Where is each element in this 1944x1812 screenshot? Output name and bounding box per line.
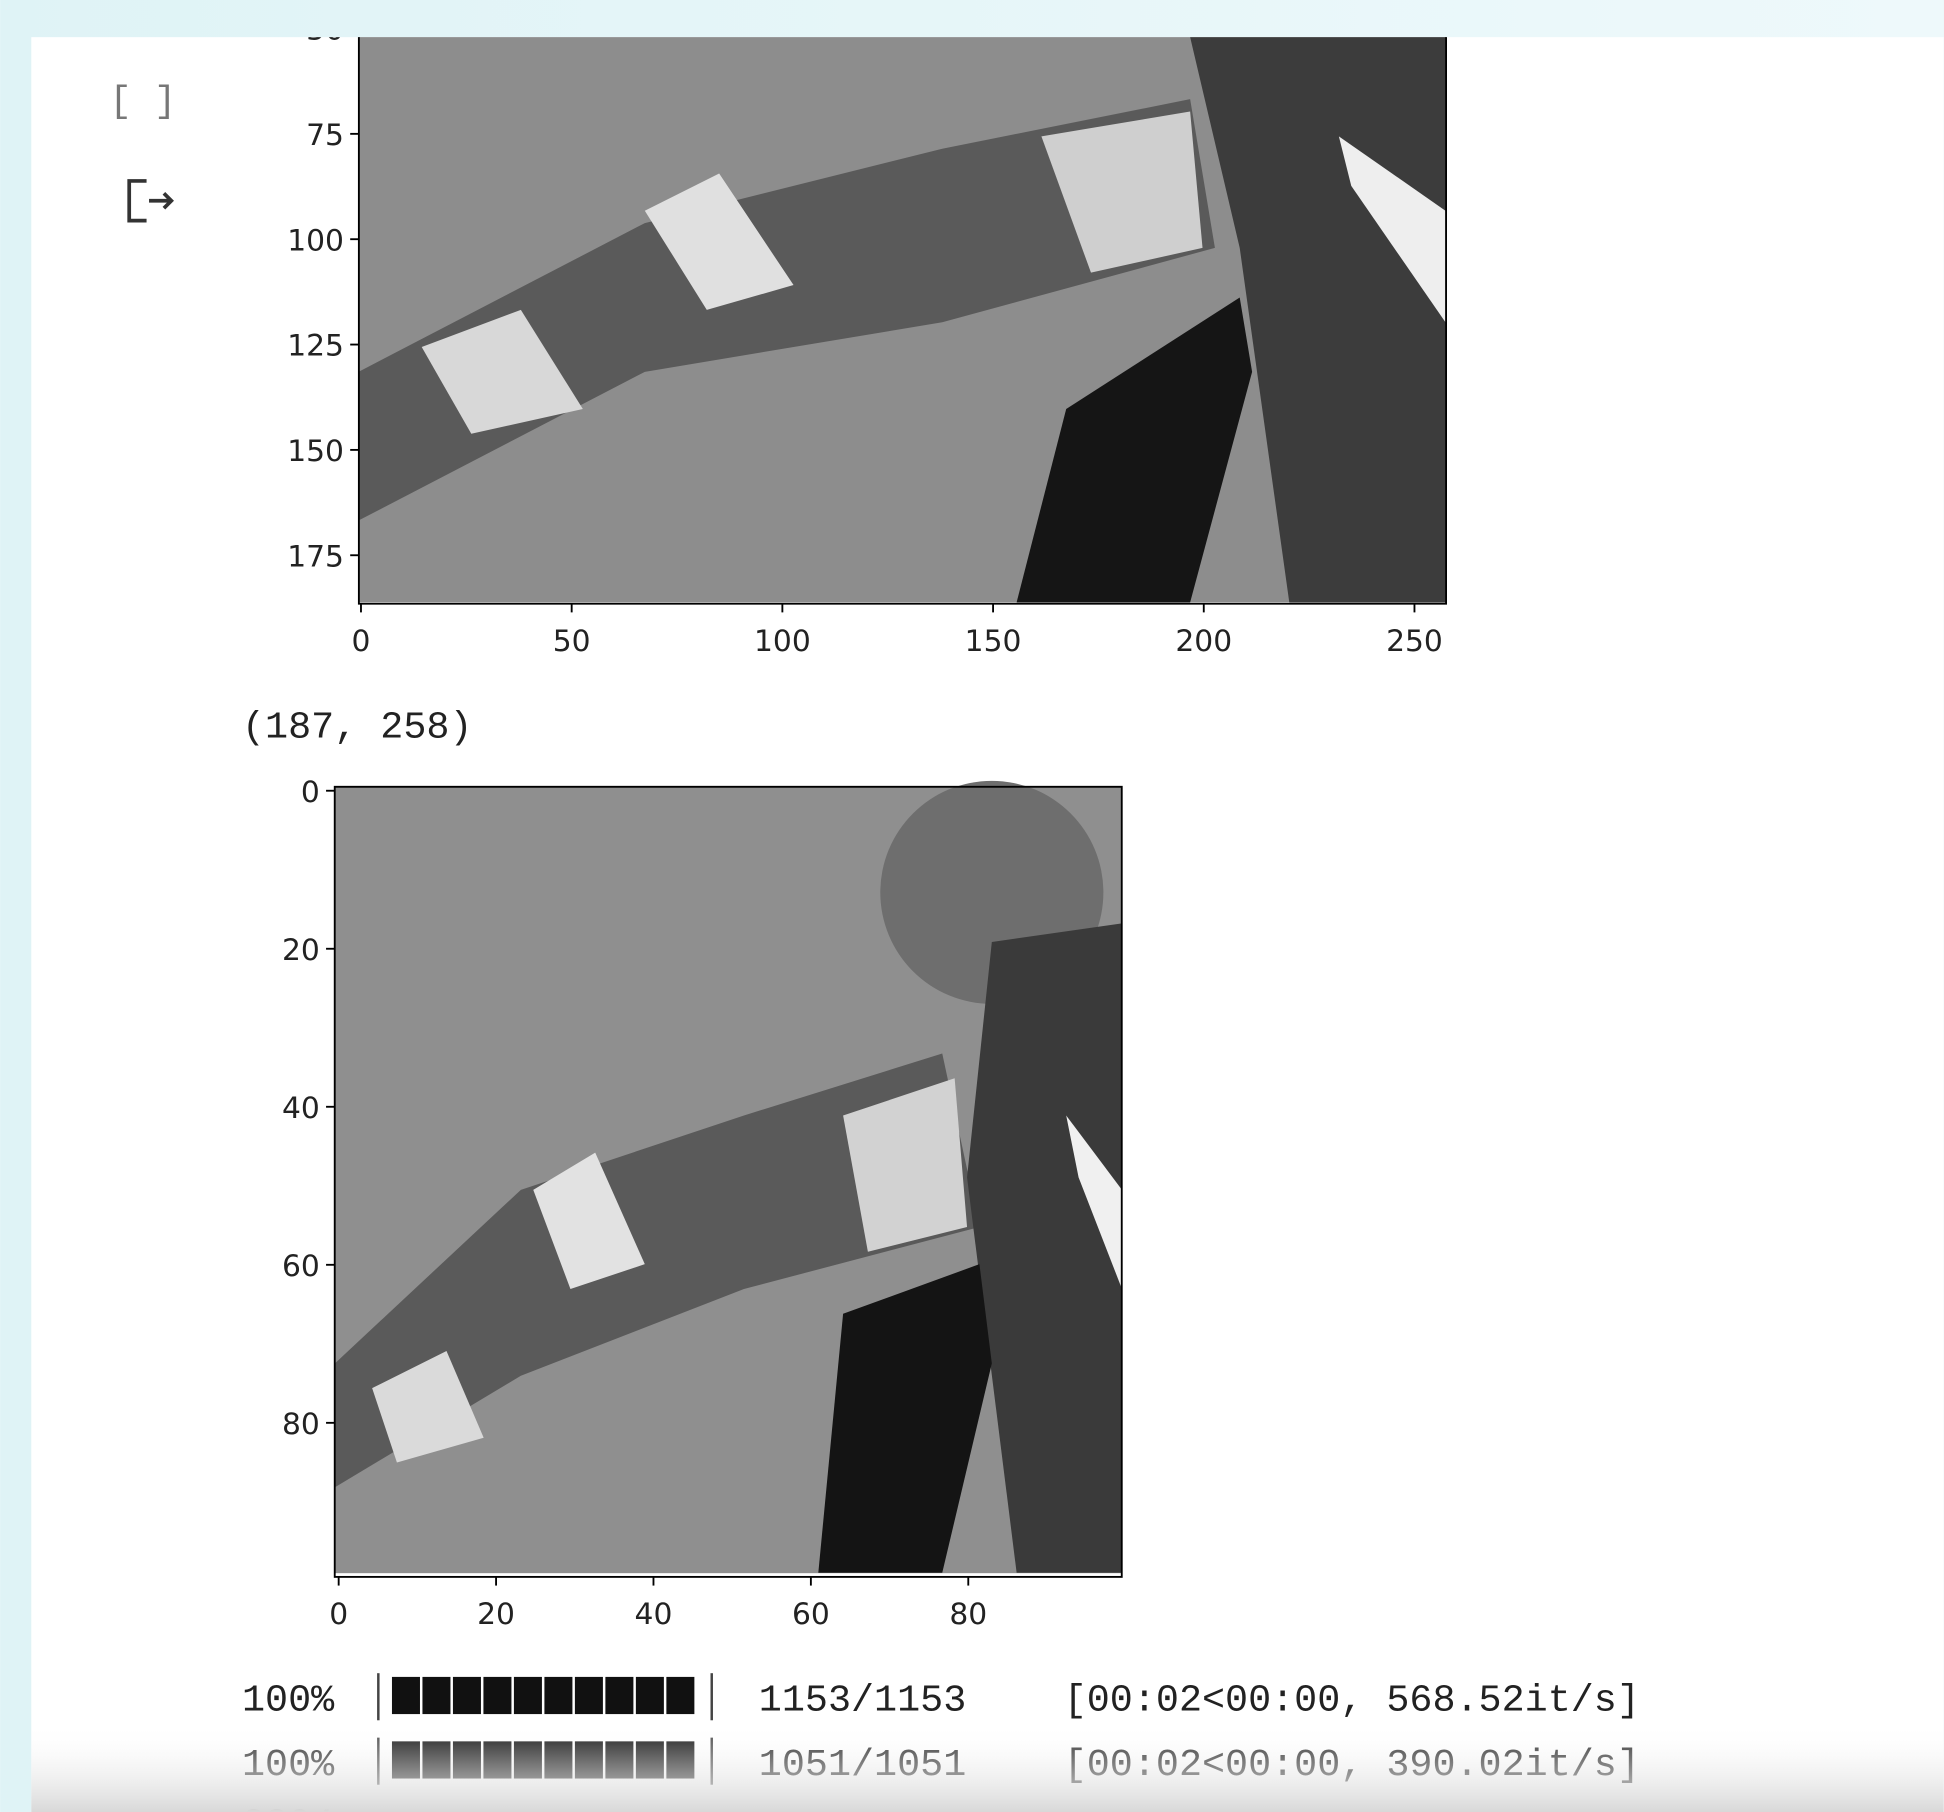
y-tick-label: 20: [282, 933, 320, 968]
bar-block: [666, 1676, 695, 1715]
x-tick-label: 40: [635, 1597, 673, 1632]
bar-block: [391, 1676, 420, 1715]
output-icon: [127, 179, 174, 223]
shape-text: (187, 258): [242, 705, 472, 749]
bar-block: [483, 1676, 512, 1715]
bar-block: [513, 1676, 542, 1715]
x-tick-label: 0: [329, 1597, 348, 1632]
y-tick-label: 40: [282, 1091, 320, 1126]
y-tick-label: 0: [301, 775, 320, 810]
x-tick-label: 250: [1386, 624, 1443, 659]
x-tick-label: 200: [1175, 624, 1232, 659]
x-tick-label: 100: [754, 624, 811, 659]
y-tick-label: 175: [287, 539, 344, 574]
bar-block: [452, 1676, 481, 1715]
bar-block: [605, 1676, 634, 1715]
x-tick-label: 80: [949, 1597, 987, 1632]
x-tick-label: 20: [477, 1597, 515, 1632]
bar-block: [422, 1676, 451, 1715]
y-tick-label: 75: [306, 118, 344, 153]
cell-prompt[interactable]: [ ]: [109, 82, 176, 124]
bar-block: [635, 1676, 664, 1715]
bottom-shadow: [31, 1722, 1944, 1812]
y-tick-label: 80: [282, 1407, 320, 1442]
image-2: [334, 780, 1122, 1574]
y-tick-label: 50: [306, 13, 344, 48]
progress-percent: 100%: [242, 1678, 335, 1722]
y-tick-label: 100: [287, 223, 344, 258]
y-tick-label: 150: [287, 434, 344, 469]
bar-block: [574, 1676, 603, 1715]
x-tick-label: 50: [553, 624, 591, 659]
progress-timing: [00:02<00:00, 568.52it/s]: [1064, 1678, 1640, 1722]
y-tick-label: 60: [282, 1249, 320, 1284]
bar-block: [544, 1676, 573, 1715]
progress-count: 1153/1153: [759, 1678, 966, 1722]
axes-frame: [357, 37, 1447, 605]
x-tick-label: 150: [965, 624, 1022, 659]
axes-frame: [333, 785, 1123, 1578]
x-tick-label: 60: [792, 1597, 830, 1632]
x-tick-label: 0: [352, 624, 371, 659]
image-1: [358, 37, 1447, 603]
y-tick-label: 125: [287, 329, 344, 364]
